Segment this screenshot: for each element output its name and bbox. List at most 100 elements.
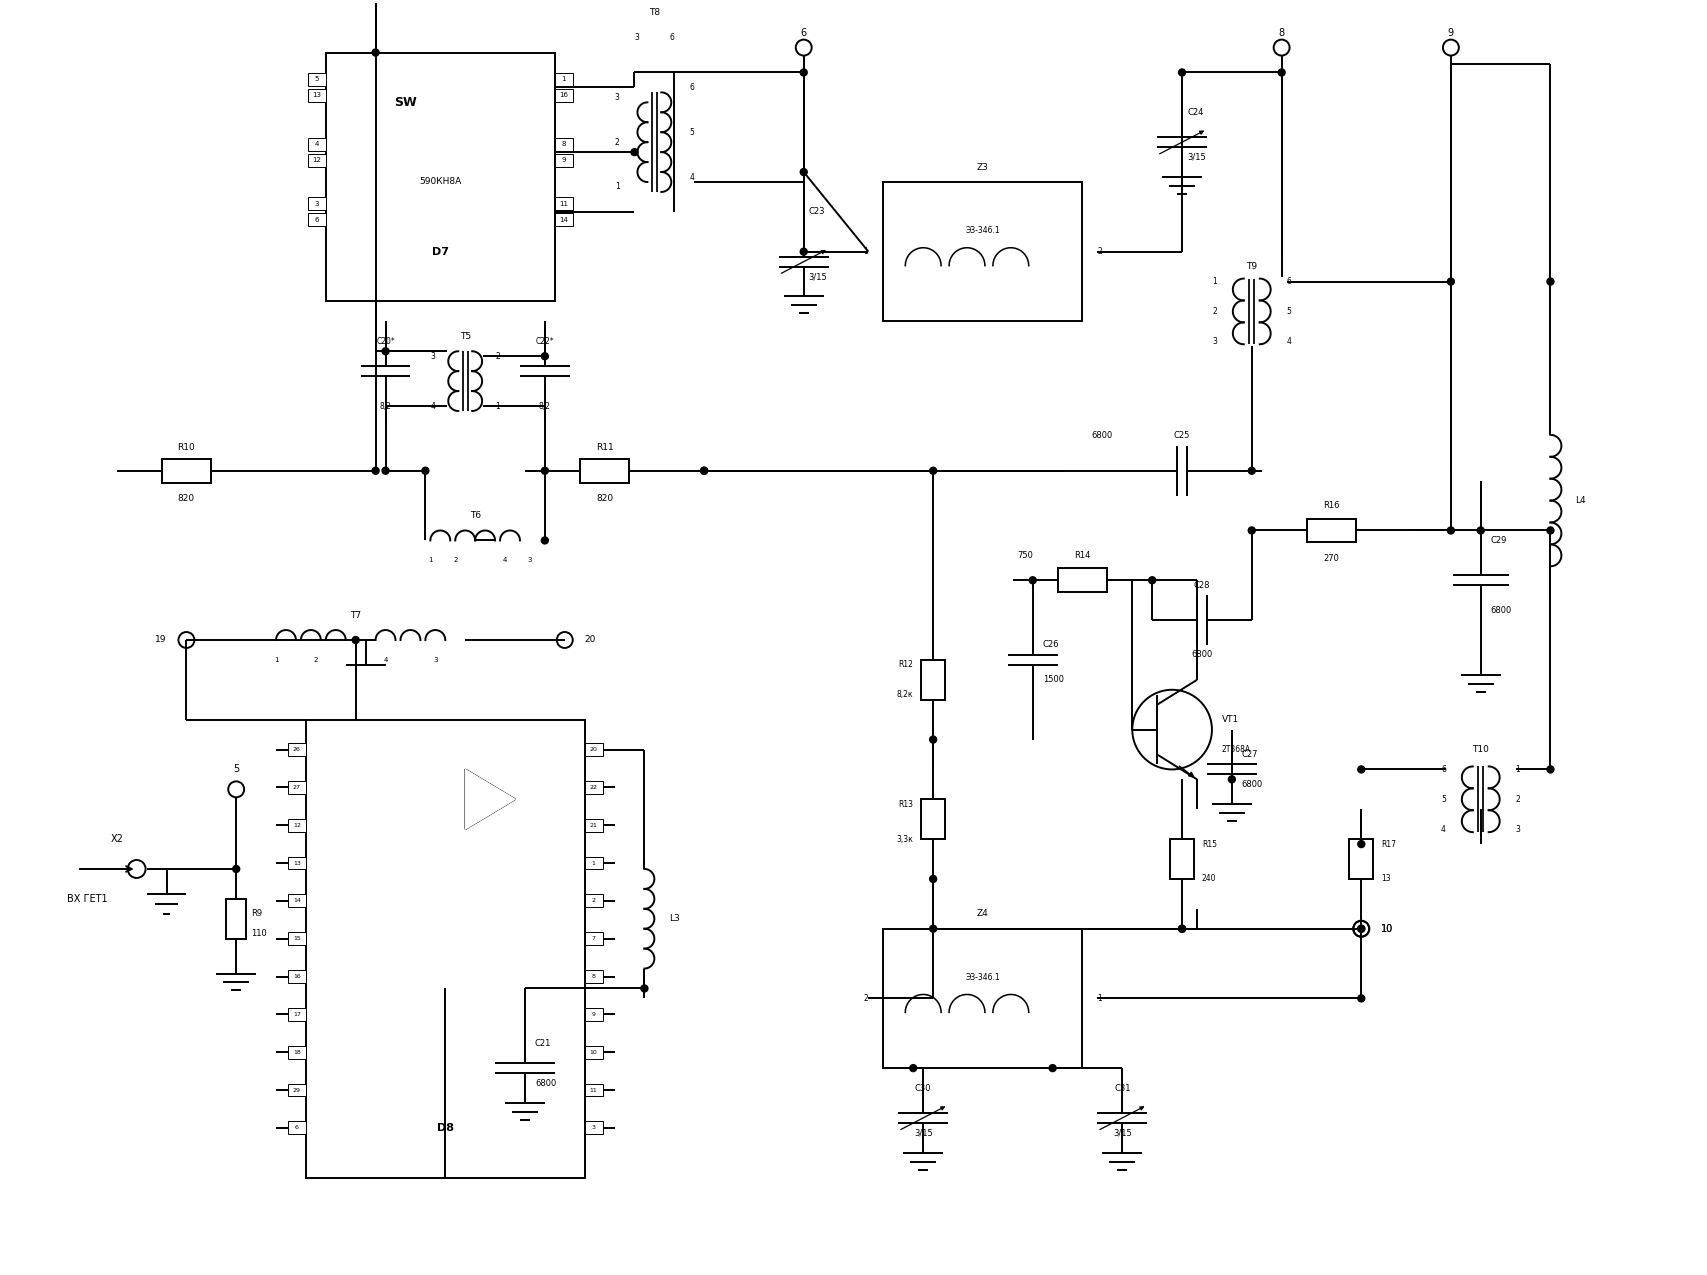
Text: 26: 26 (294, 747, 300, 752)
Text: 1: 1 (495, 402, 500, 411)
Text: 2: 2 (592, 899, 596, 904)
Circle shape (930, 926, 937, 932)
Text: 8,2к: 8,2к (896, 690, 913, 699)
Text: C21: C21 (534, 1039, 551, 1048)
Circle shape (1149, 576, 1156, 584)
Text: 3: 3 (430, 352, 435, 361)
Text: 5: 5 (314, 76, 319, 83)
Bar (883, 928, 1082, 1068)
Bar (555, 138, 574, 150)
Bar (288, 970, 306, 983)
Circle shape (1448, 527, 1454, 534)
Text: C26: C26 (1043, 640, 1058, 649)
Bar (288, 932, 306, 945)
Text: 6: 6 (314, 217, 319, 223)
Text: 17: 17 (294, 1012, 300, 1017)
Text: 1: 1 (273, 657, 278, 663)
Text: D7: D7 (432, 246, 449, 256)
Text: 820: 820 (178, 495, 195, 504)
Text: 6800: 6800 (1092, 431, 1113, 440)
Text: 12: 12 (294, 822, 300, 827)
Bar (307, 89, 326, 102)
Text: 1: 1 (864, 247, 869, 256)
Text: 9: 9 (1448, 28, 1454, 38)
Text: 5: 5 (1441, 794, 1446, 803)
Text: 6: 6 (295, 1126, 299, 1131)
Text: 3/15: 3/15 (913, 1128, 932, 1137)
Bar (307, 153, 326, 167)
Circle shape (910, 1065, 917, 1071)
Text: T6: T6 (469, 511, 481, 520)
Circle shape (382, 467, 389, 474)
Text: 6800: 6800 (1241, 780, 1263, 789)
Bar (288, 819, 306, 831)
Circle shape (1357, 926, 1366, 932)
Text: 3/15: 3/15 (1113, 1128, 1132, 1137)
Text: 3/15: 3/15 (809, 272, 828, 280)
Text: 4: 4 (430, 402, 435, 411)
Circle shape (1448, 278, 1454, 286)
Text: 5: 5 (1287, 307, 1292, 316)
Bar (288, 1084, 306, 1096)
Circle shape (700, 467, 708, 474)
Text: 1: 1 (428, 557, 432, 564)
Bar (580, 459, 630, 483)
Text: 2: 2 (1212, 307, 1217, 316)
Text: 6: 6 (1287, 277, 1292, 286)
Bar (1058, 569, 1108, 592)
Text: T5: T5 (459, 332, 471, 340)
Text: 590КН8А: 590КН8А (420, 177, 461, 186)
Text: 16: 16 (294, 974, 300, 979)
Circle shape (1547, 766, 1553, 773)
Bar (288, 1046, 306, 1058)
Text: 2: 2 (1516, 794, 1521, 803)
Text: 1500: 1500 (1043, 676, 1063, 685)
Circle shape (1357, 926, 1366, 932)
Text: 8: 8 (562, 142, 567, 147)
Bar (1169, 839, 1193, 878)
Text: 8: 8 (1279, 28, 1285, 38)
Bar (586, 970, 603, 983)
Text: 3: 3 (527, 557, 533, 564)
Text: 4: 4 (314, 142, 319, 147)
Text: 3: 3 (314, 201, 319, 207)
Text: R17: R17 (1381, 840, 1396, 849)
Text: T9: T9 (1246, 263, 1258, 272)
Text: R11: R11 (596, 444, 613, 453)
Text: 6: 6 (1441, 765, 1446, 774)
Text: 750: 750 (1017, 551, 1033, 560)
Text: 29: 29 (294, 1088, 300, 1093)
Text: 4: 4 (1287, 337, 1292, 346)
Text: 9: 9 (562, 157, 567, 163)
Bar (586, 819, 603, 831)
Text: 1: 1 (562, 76, 567, 83)
Circle shape (930, 876, 937, 882)
Circle shape (382, 348, 389, 354)
Circle shape (1050, 1065, 1057, 1071)
Text: 1: 1 (592, 861, 596, 866)
Text: ВХ ГЕТ1: ВХ ГЕТ1 (67, 894, 108, 904)
Text: 18: 18 (294, 1049, 300, 1054)
Bar (586, 1046, 603, 1058)
Bar (288, 780, 306, 794)
Text: 10: 10 (1381, 923, 1393, 933)
Text: ЭЗ-346.1: ЭЗ-346.1 (966, 973, 1000, 982)
Text: 3,3к: 3,3к (896, 835, 913, 844)
Text: L3: L3 (669, 914, 679, 923)
Text: 240: 240 (1202, 875, 1217, 884)
Text: 4: 4 (690, 172, 695, 181)
Text: 2: 2 (615, 138, 620, 147)
Text: 2: 2 (1098, 247, 1103, 256)
Text: R16: R16 (1323, 501, 1340, 510)
Circle shape (640, 986, 649, 992)
Circle shape (632, 149, 638, 156)
Bar (1349, 839, 1372, 878)
Text: 4: 4 (504, 557, 507, 564)
Bar (307, 138, 326, 150)
Circle shape (1357, 766, 1366, 773)
Text: 2: 2 (864, 994, 869, 1003)
Text: C30: C30 (915, 1084, 932, 1093)
Bar (586, 1084, 603, 1096)
Text: 16: 16 (560, 92, 568, 98)
Bar (555, 153, 574, 167)
